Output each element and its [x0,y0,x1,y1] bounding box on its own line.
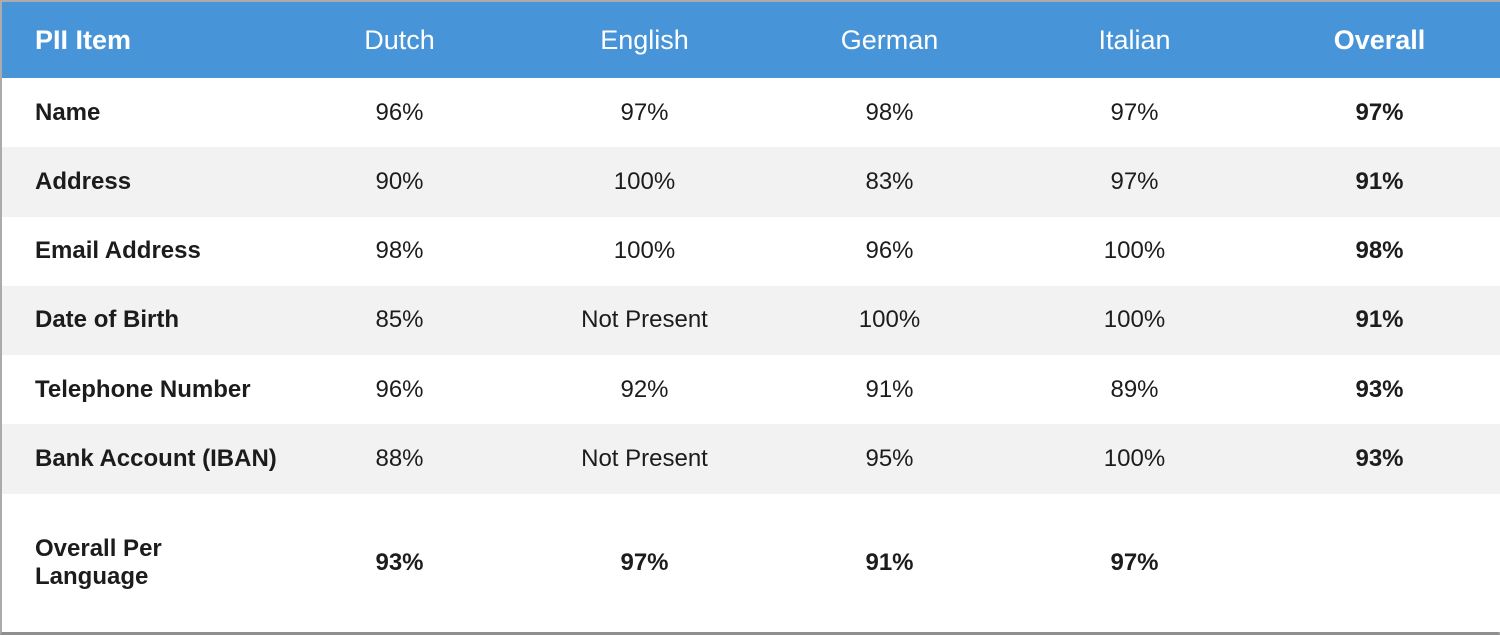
row-label: Address [2,147,277,217]
table-row-name: Name 96% 97% 98% 97% 97% [2,78,1500,148]
header-row: PII Item Dutch English German Italian Ov… [2,2,1500,78]
cell-italian: 100% [1012,424,1257,494]
cell-german: 98% [767,78,1012,148]
row-label: Email Address [2,216,277,286]
cell-dutch: 96% [277,78,522,148]
cell-dutch: 96% [277,355,522,425]
cell-english: 100% [522,147,767,217]
column-header-german: German [767,2,1012,78]
cell-overall: 98% [1257,216,1500,286]
column-header-dutch: Dutch [277,2,522,78]
cell-italian: 100% [1012,216,1257,286]
column-header-italian: Italian [1012,2,1257,78]
cell-italian: 89% [1012,355,1257,425]
cell-overall: 91% [1257,147,1500,217]
cell-english: 97% [522,493,767,632]
cell-dutch: 93% [277,493,522,632]
cell-english: Not Present [522,424,767,494]
cell-english: 100% [522,216,767,286]
row-label: Overall Per Language [2,493,277,632]
cell-overall: 91% [1257,285,1500,355]
cell-german: 91% [767,493,1012,632]
cell-german: 83% [767,147,1012,217]
cell-german: 96% [767,216,1012,286]
row-label: Date of Birth [2,285,277,355]
cell-italian: 97% [1012,493,1257,632]
cell-dutch: 85% [277,285,522,355]
cell-overall: 93% [1257,424,1500,494]
row-label: Telephone Number [2,355,277,425]
cell-english: 92% [522,355,767,425]
table-row-email-address: Email Address 98% 100% 96% 100% 98% [2,216,1500,286]
cell-overall [1257,493,1500,632]
cell-english: Not Present [522,285,767,355]
cell-german: 91% [767,355,1012,425]
table-row-date-of-birth: Date of Birth 85% Not Present 100% 100% … [2,285,1500,355]
column-header-english: English [522,2,767,78]
cell-german: 95% [767,424,1012,494]
cell-overall: 93% [1257,355,1500,425]
column-header-pii-item: PII Item [2,2,277,78]
cell-dutch: 88% [277,424,522,494]
cell-english: 97% [522,78,767,148]
cell-italian: 97% [1012,147,1257,217]
cell-dutch: 98% [277,216,522,286]
cell-german: 100% [767,285,1012,355]
table-row-bank-account-iban: Bank Account (IBAN) 88% Not Present 95% … [2,424,1500,494]
table-row-overall-per-language: Overall Per Language 93% 97% 91% 97% [2,493,1500,632]
table-row-telephone-number: Telephone Number 96% 92% 91% 89% 93% [2,355,1500,425]
cell-italian: 97% [1012,78,1257,148]
row-label: Name [2,78,277,148]
row-label: Bank Account (IBAN) [2,424,277,494]
table-row-address: Address 90% 100% 83% 97% 91% [2,147,1500,217]
cell-dutch: 90% [277,147,522,217]
cell-overall: 97% [1257,78,1500,148]
column-header-overall: Overall [1257,2,1500,78]
cell-italian: 100% [1012,285,1257,355]
